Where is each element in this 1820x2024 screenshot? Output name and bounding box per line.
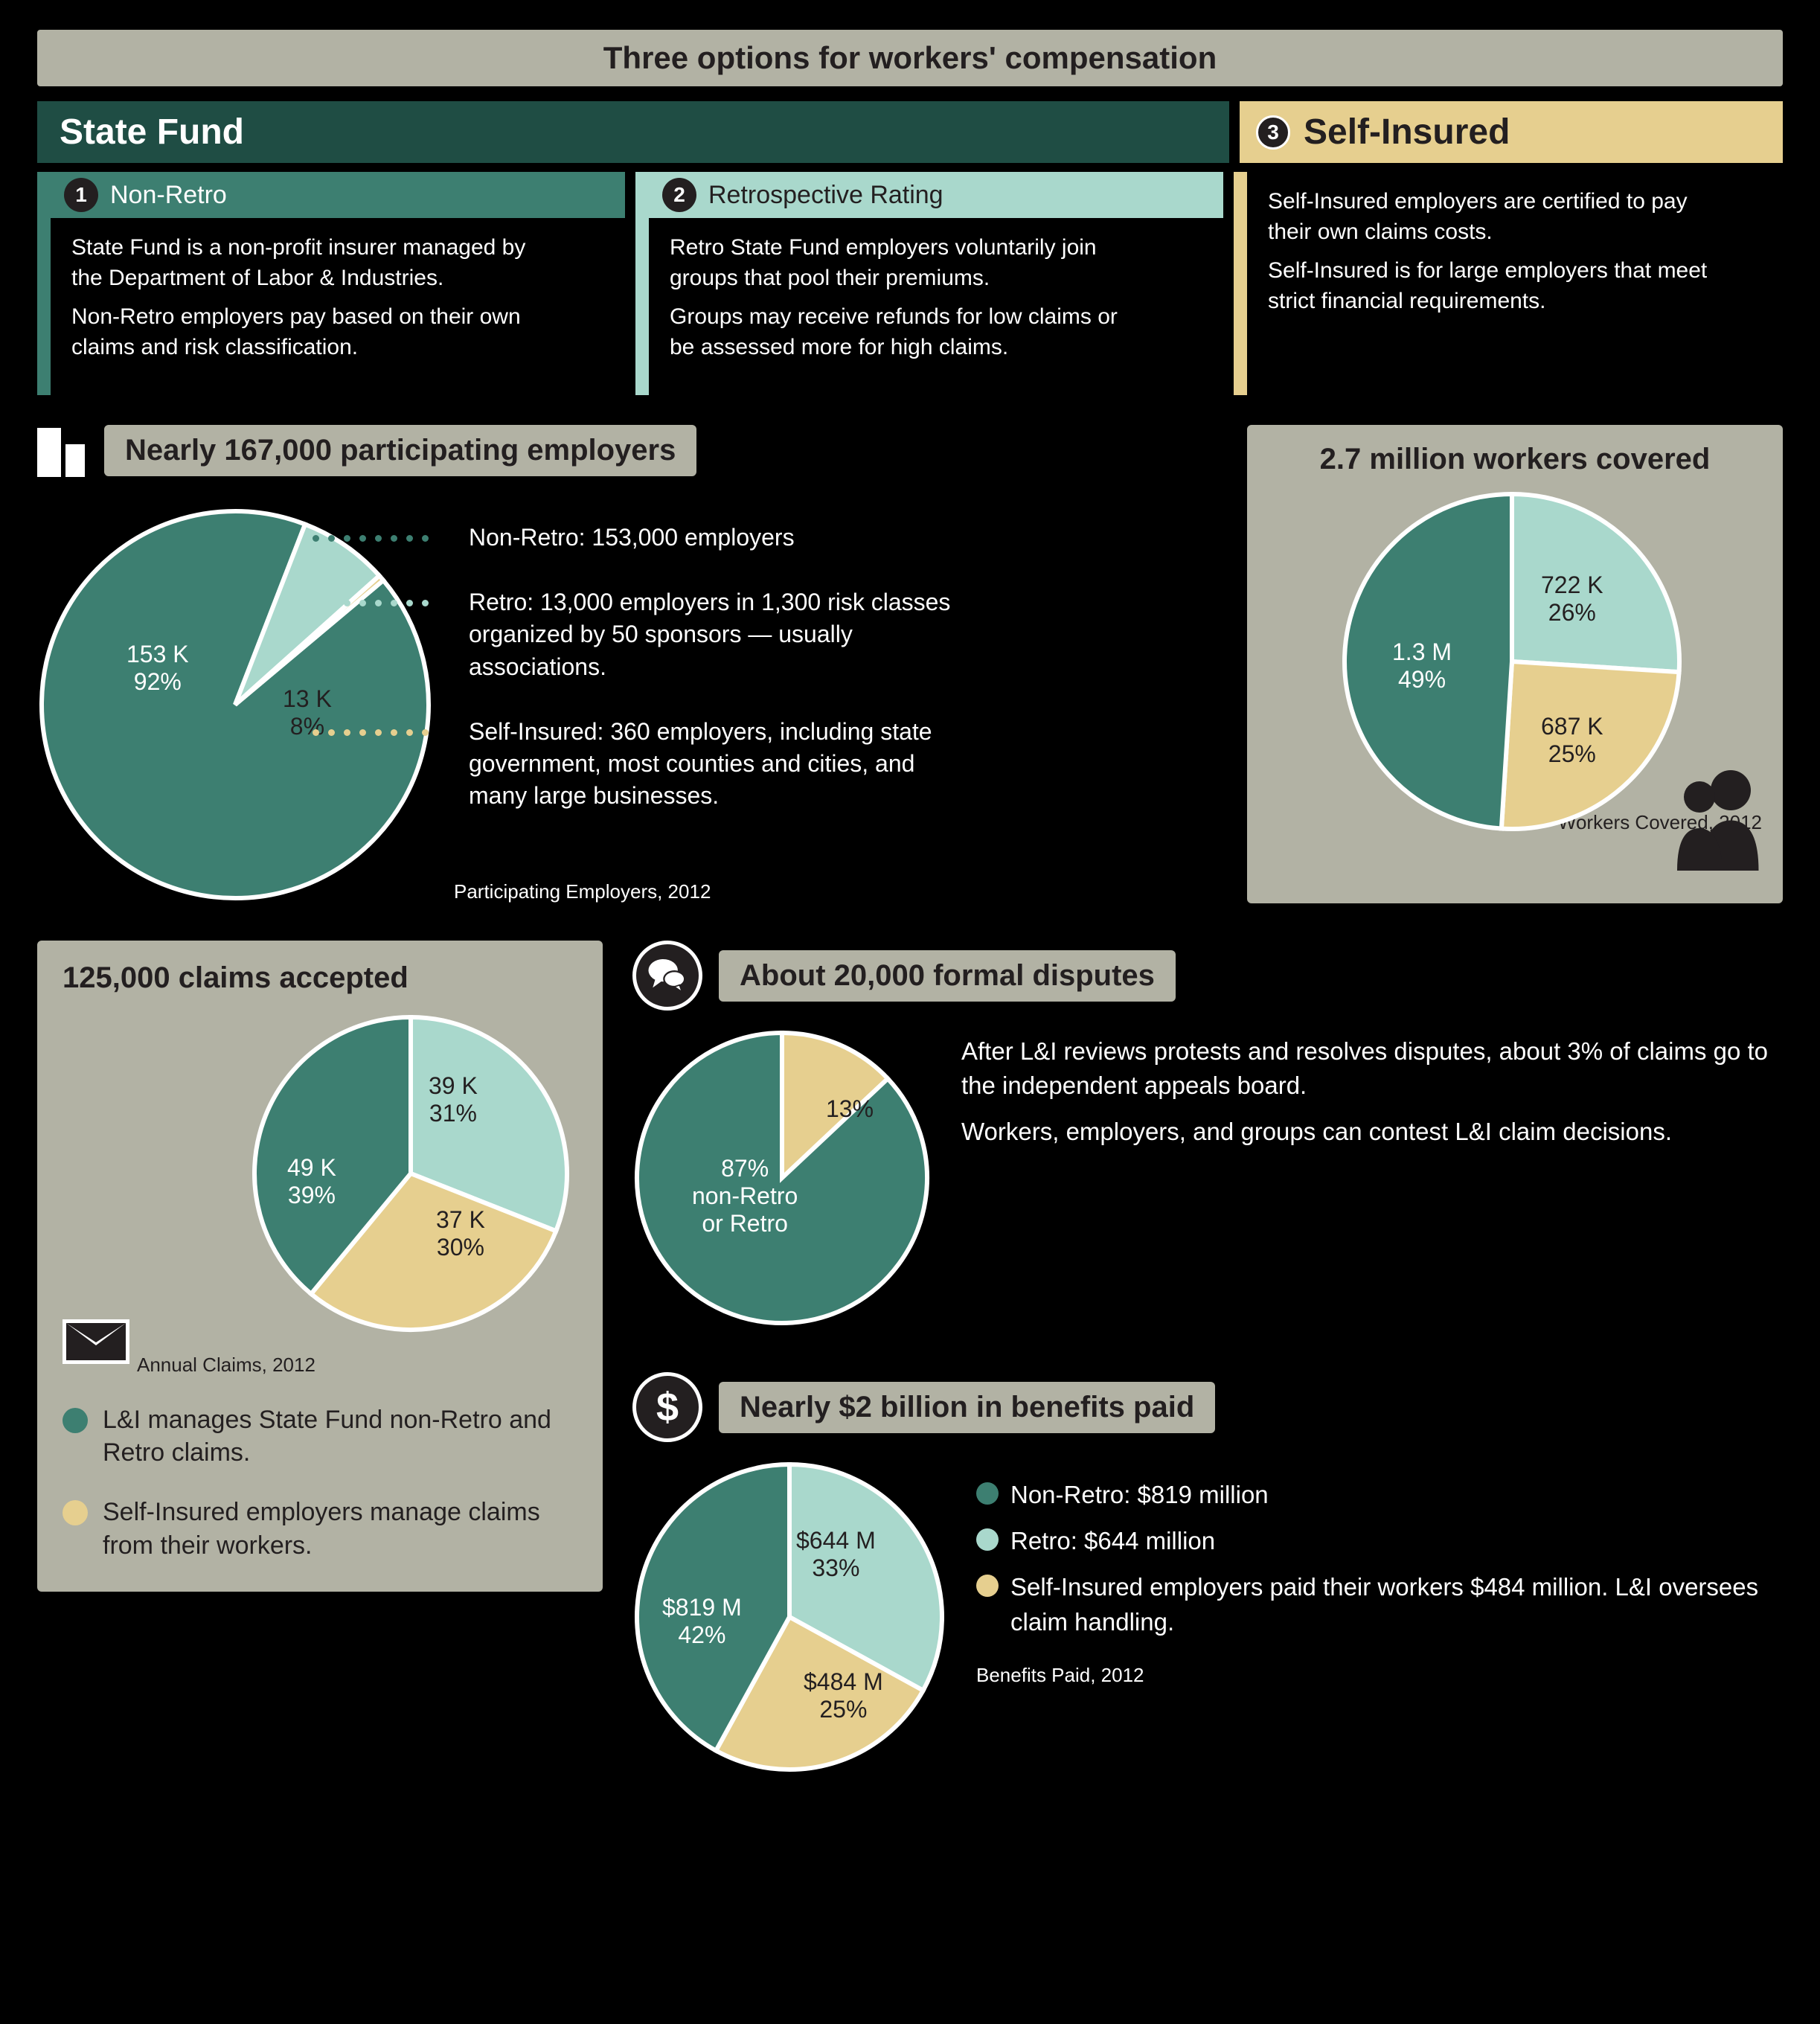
options-header-row: State Fund 3 Self-Insured [37,101,1783,163]
bullet-dot [976,1575,999,1597]
tab-number: 1 [64,178,98,212]
disputes-paragraph: Workers, employers, and groups can conte… [961,1115,1783,1149]
pie-slice-label: 49 K39% [287,1154,336,1209]
tab-body: Self-Insured employers are certified to … [1247,172,1753,340]
benefit-bullet: Non-Retro: $819 million [976,1478,1783,1512]
bullet-text: Self-Insured employers paid their worker… [1010,1570,1783,1639]
header-bar: Three options for workers' compensation [37,30,1783,86]
pie-slice-label: 87%non-Retroor Retro [692,1155,798,1237]
benefits-title: Nearly $2 billion in benefits paid [719,1382,1215,1433]
pie-slice-label: 39 K31% [429,1072,478,1127]
bullet-text: Non-Retro: $819 million [1010,1478,1269,1512]
tab-accent-bar [37,172,51,395]
employer-annotation: Non-Retro: 153,000 employers [469,522,1217,554]
row-employers-workers: Nearly 167,000 participating employers 1… [37,425,1783,903]
tab-number: 2 [662,178,696,212]
legend-text: Self-Insured employers manage claims fro… [103,1496,577,1561]
bullet-text: Retro: $644 million [1010,1524,1215,1558]
disputes-section: About 20,000 formal disputes 13% 87%non-R… [632,941,1783,1328]
employers-caption: Participating Employers, 2012 [454,880,1217,903]
legend-text: L&I manages State Fund non-Retro and Ret… [103,1403,577,1469]
workers-pie: 722 K26% 687 K25% 1.3 M49% [1340,490,1690,833]
claims-panel: 125,000 claims accepted 39 K31% 37 K30% 49… [37,941,603,1592]
connector-dots [313,726,461,731]
employers-title: Nearly 167,000 participating employers [104,425,696,476]
disputes-text: After L&I reviews protests and resolves … [961,1028,1783,1162]
pie-slice-label: 37 K30% [436,1206,485,1261]
legend-item: L&I manages State Fund non-Retro and Ret… [63,1403,577,1469]
workers-title: 2.7 million workers covered [1268,443,1762,476]
workers-panel: 2.7 million workers covered 722 K26% 687 … [1247,425,1783,903]
disputes-paragraph: After L&I reviews protests and resolves … [961,1034,1783,1103]
page: Three options for workers' compensation … [0,0,1820,1848]
claims-pie: 39 K31% 37 K30% 49 K39% [250,1013,577,1334]
right-column: About 20,000 formal disputes 13% 87%non-R… [632,941,1783,1819]
connector-dots [313,532,461,537]
buildings-icon [37,425,89,477]
option-tab-2: 2 Retrospective Rating Retro State Fund em… [635,172,1223,395]
benefits-caption: Benefits Paid, 2012 [976,1662,1783,1688]
pie-slice-label: 13% [826,1095,874,1123]
disputes-title: About 20,000 formal disputes [719,950,1176,1002]
option-3-number: 3 [1256,115,1290,150]
tab-accent-bar [1234,172,1247,395]
employers-pie: 153 K92% 13 K8% [37,507,439,903]
connector-dots [313,597,461,601]
legend-dot [63,1408,88,1433]
disputes-pie: 13% 87%non-Retroor Retro [632,1028,932,1328]
tab-accent-bar [635,172,649,395]
claims-caption: Annual Claims, 2012 [137,1354,577,1377]
self-insured-header: 3 Self-Insured [1240,101,1783,163]
legend-item: Self-Insured employers manage claims fro… [63,1496,577,1561]
tab-body: Retro State Fund employers voluntarily j… [649,218,1155,386]
envelope-icon [63,1319,129,1364]
tab-header: 1 Non-Retro [51,172,625,218]
row-claims-disputes-benefits: 125,000 claims accepted 39 K31% 37 K30% 49… [37,941,1783,1819]
annotation-text: Self-Insured: 360 employers, including s… [469,716,960,813]
employers-annotations: Non-Retro: 153,000 employers Retro: 13,0… [469,507,1217,845]
pie-slice-label: 153 K92% [126,641,189,696]
bullet-dot [976,1482,999,1505]
option-tab-1: 1 Non-Retro State Fund is a non-profit ins… [37,172,625,395]
people-icon [1664,759,1775,871]
page-title: Three options for workers' compensation [603,40,1217,76]
bullet-dot [976,1528,999,1551]
annotation-text: Retro: 13,000 employers in 1,300 risk cl… [469,586,960,683]
dollar-icon: $ [632,1372,702,1442]
chat-icon [632,941,702,1011]
claims-title: 125,000 claims accepted [63,961,577,995]
option-tab-3: Self-Insured employers are certified to … [1234,172,1777,395]
employer-annotation: Self-Insured: 360 employers, including s… [469,716,1217,813]
self-insured-label: Self-Insured [1304,112,1510,153]
annotation-text: Non-Retro: 153,000 employers [469,522,960,554]
pie-slice-label: $819 M42% [662,1594,742,1649]
options-tabs: 1 Non-Retro State Fund is a non-profit ins… [37,172,1783,395]
employers-block: Nearly 167,000 participating employers 1… [37,425,1217,903]
pie-slice-label: 722 K26% [1541,571,1603,627]
tab-body: State Fund is a non-profit insurer manag… [51,218,557,386]
benefits-bullets: Non-Retro: $819 million Retro: $644 milli… [976,1460,1783,1688]
tab-label: Retrospective Rating [708,181,943,210]
employer-annotation: Retro: 13,000 employers in 1,300 risk cl… [469,586,1217,683]
benefit-bullet: Self-Insured employers paid their worker… [976,1570,1783,1639]
pie-slice-label: 13 K8% [283,685,332,740]
pie-slice-label: $644 M33% [796,1527,876,1582]
pie-slice-label: $484 M25% [804,1668,883,1723]
benefits-pie: $644 M33% $484 M25% $819 M42% [632,1460,946,1774]
benefits-section: $ Nearly $2 billion in benefits paid $64… [632,1372,1783,1774]
benefit-bullet: Retro: $644 million [976,1524,1783,1558]
legend-dot [63,1500,88,1525]
pie-slice-label: 1.3 M49% [1392,638,1452,694]
pie-slice-label: 687 K25% [1541,713,1603,768]
tab-label: Non-Retro [110,181,227,210]
state-fund-header: State Fund [37,101,1229,163]
tab-header: 2 Retrospective Rating [649,172,1223,218]
claims-legend: L&I manages State Fund non-Retro and Ret… [63,1403,577,1562]
